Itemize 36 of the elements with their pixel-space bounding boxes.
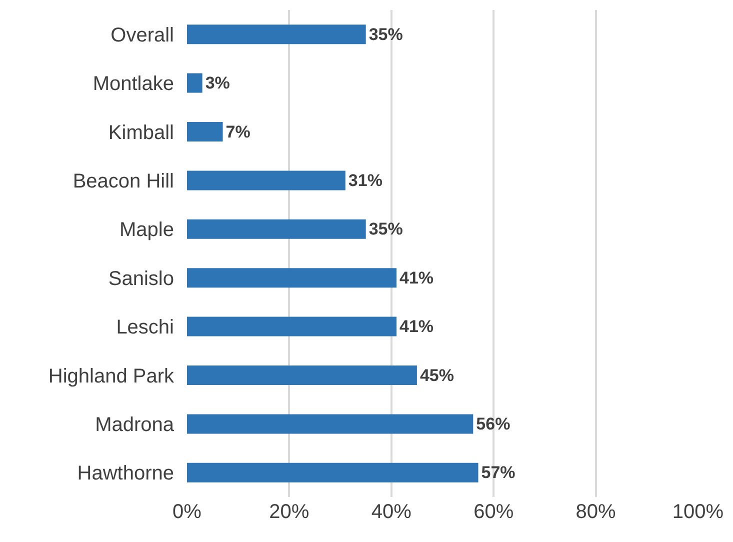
x-tick-label: 60% xyxy=(474,501,514,523)
y-tick-label: Beacon Hill xyxy=(72,170,174,192)
bar xyxy=(187,366,417,385)
y-tick-label: Hawthorne xyxy=(77,462,174,485)
data-label: 41% xyxy=(400,317,434,336)
y-tick-label: Leschi xyxy=(116,316,174,339)
bar xyxy=(187,316,397,336)
y-tick-label: Highland Park xyxy=(48,365,175,388)
x-tick-label: 20% xyxy=(269,501,310,523)
bar xyxy=(187,462,478,482)
x-tick-label: 100% xyxy=(672,501,724,523)
x-tick-label: 0% xyxy=(172,501,202,523)
bar xyxy=(187,219,366,239)
y-tick-label: Madrona xyxy=(95,414,175,436)
y-tick-label: Kimball xyxy=(108,122,174,144)
y-tick-label: Sanislo xyxy=(108,268,174,290)
y-tick-label: Montlake xyxy=(92,73,174,96)
bar xyxy=(187,122,223,142)
bar xyxy=(187,73,202,93)
x-tick-label: 80% xyxy=(576,501,616,523)
data-label: 56% xyxy=(476,414,510,434)
data-label: 3% xyxy=(205,74,230,93)
data-label: 31% xyxy=(348,170,382,190)
data-label: 35% xyxy=(368,24,403,44)
data-label: 35% xyxy=(368,220,403,239)
bar xyxy=(187,170,346,190)
bar xyxy=(187,24,366,44)
bar xyxy=(187,268,397,288)
data-label: 7% xyxy=(226,122,250,142)
data-label: 57% xyxy=(481,463,516,482)
y-tick-label: Overall xyxy=(110,24,174,46)
data-label: 45% xyxy=(420,366,454,385)
bar xyxy=(187,414,474,434)
y-tick-label: Maple xyxy=(120,219,174,242)
data-label: 41% xyxy=(400,268,434,288)
x-tick-label: 40% xyxy=(371,501,412,523)
